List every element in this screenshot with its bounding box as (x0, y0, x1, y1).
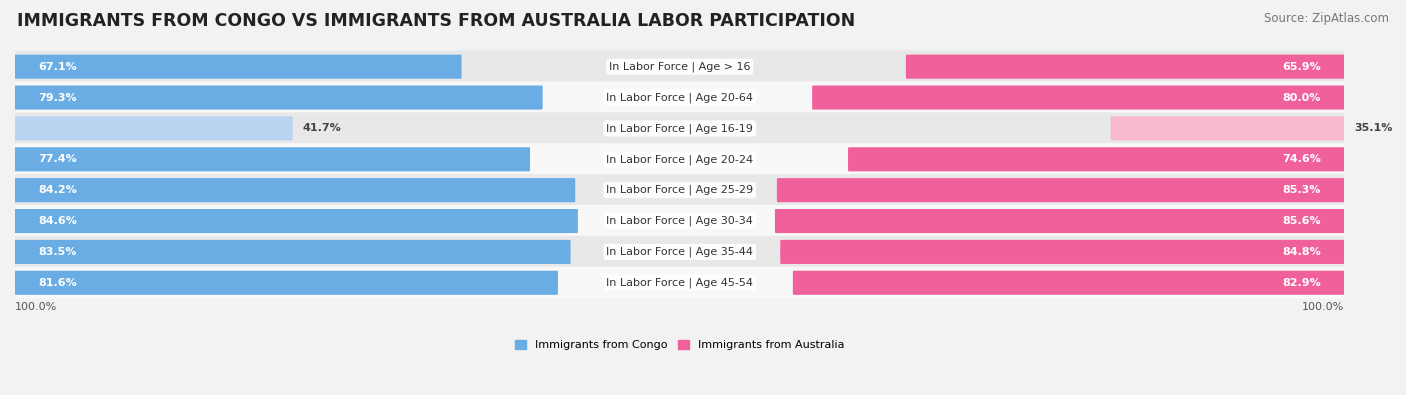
Text: In Labor Force | Age 20-64: In Labor Force | Age 20-64 (606, 92, 754, 103)
FancyBboxPatch shape (14, 85, 543, 109)
FancyBboxPatch shape (1111, 117, 1346, 141)
Text: 84.2%: 84.2% (38, 185, 77, 195)
FancyBboxPatch shape (775, 209, 1346, 233)
Text: In Labor Force | Age 16-19: In Labor Force | Age 16-19 (606, 123, 754, 134)
Text: 79.3%: 79.3% (38, 92, 77, 103)
FancyBboxPatch shape (15, 267, 1344, 299)
Text: 67.1%: 67.1% (38, 62, 77, 71)
FancyBboxPatch shape (14, 209, 578, 233)
FancyBboxPatch shape (14, 117, 292, 141)
Text: 74.6%: 74.6% (1282, 154, 1322, 164)
FancyBboxPatch shape (14, 55, 461, 79)
FancyBboxPatch shape (778, 178, 1346, 202)
Text: 35.1%: 35.1% (1354, 123, 1393, 134)
FancyBboxPatch shape (15, 236, 1344, 268)
FancyBboxPatch shape (905, 55, 1346, 79)
FancyBboxPatch shape (15, 81, 1344, 114)
FancyBboxPatch shape (14, 178, 575, 202)
Text: 85.3%: 85.3% (1282, 185, 1322, 195)
Text: 100.0%: 100.0% (1302, 302, 1344, 312)
Text: 80.0%: 80.0% (1282, 92, 1322, 103)
Text: 85.6%: 85.6% (1282, 216, 1322, 226)
FancyBboxPatch shape (780, 240, 1346, 264)
FancyBboxPatch shape (14, 240, 571, 264)
Text: In Labor Force | Age 25-29: In Labor Force | Age 25-29 (606, 185, 754, 196)
Text: 81.6%: 81.6% (38, 278, 77, 288)
Text: 100.0%: 100.0% (15, 302, 58, 312)
Text: In Labor Force | Age 35-44: In Labor Force | Age 35-44 (606, 246, 754, 257)
Text: IMMIGRANTS FROM CONGO VS IMMIGRANTS FROM AUSTRALIA LABOR PARTICIPATION: IMMIGRANTS FROM CONGO VS IMMIGRANTS FROM… (17, 12, 855, 30)
Legend: Immigrants from Congo, Immigrants from Australia: Immigrants from Congo, Immigrants from A… (512, 337, 848, 354)
FancyBboxPatch shape (15, 112, 1344, 145)
Text: In Labor Force | Age 20-24: In Labor Force | Age 20-24 (606, 154, 754, 165)
Text: Source: ZipAtlas.com: Source: ZipAtlas.com (1264, 12, 1389, 25)
FancyBboxPatch shape (14, 147, 530, 171)
FancyBboxPatch shape (15, 205, 1344, 237)
Text: 77.4%: 77.4% (38, 154, 77, 164)
Text: 84.8%: 84.8% (1282, 247, 1322, 257)
FancyBboxPatch shape (848, 147, 1346, 171)
FancyBboxPatch shape (793, 271, 1346, 295)
Text: 82.9%: 82.9% (1282, 278, 1322, 288)
Text: 41.7%: 41.7% (302, 123, 340, 134)
FancyBboxPatch shape (813, 85, 1346, 109)
Text: In Labor Force | Age 45-54: In Labor Force | Age 45-54 (606, 278, 754, 288)
FancyBboxPatch shape (15, 51, 1344, 83)
Text: 84.6%: 84.6% (38, 216, 77, 226)
Text: 83.5%: 83.5% (38, 247, 77, 257)
Text: In Labor Force | Age 30-34: In Labor Force | Age 30-34 (606, 216, 754, 226)
FancyBboxPatch shape (14, 271, 558, 295)
Text: 65.9%: 65.9% (1282, 62, 1322, 71)
FancyBboxPatch shape (15, 174, 1344, 206)
Text: In Labor Force | Age > 16: In Labor Force | Age > 16 (609, 61, 751, 72)
FancyBboxPatch shape (15, 143, 1344, 175)
